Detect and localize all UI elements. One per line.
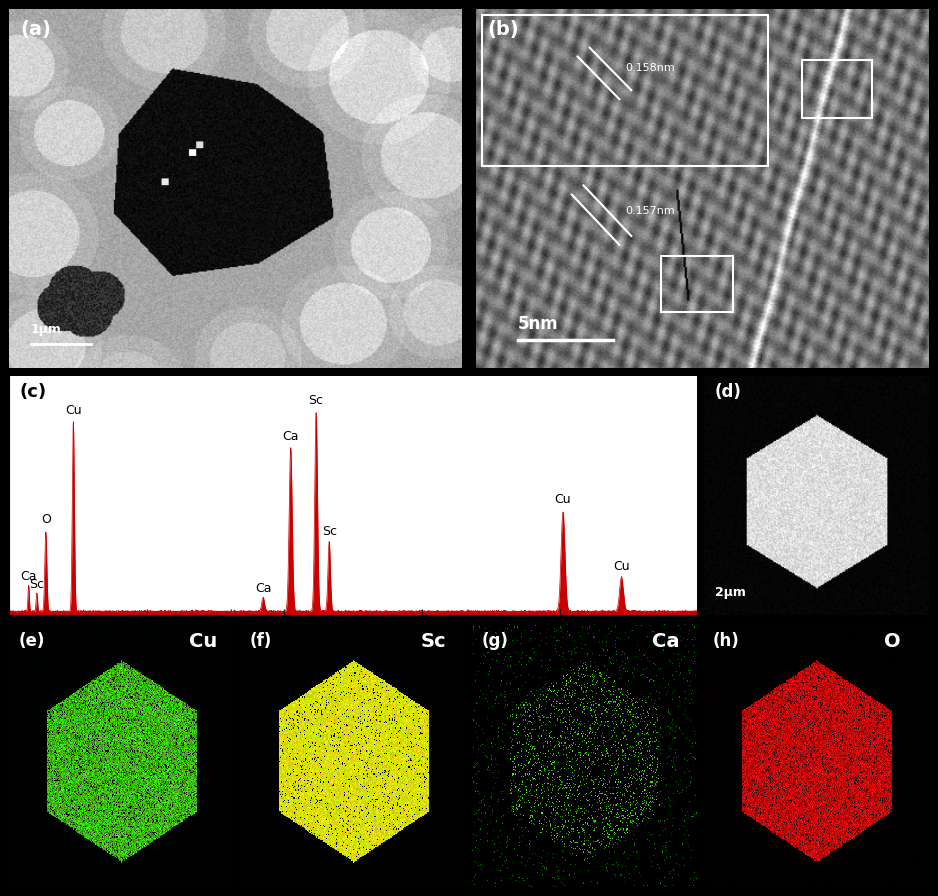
Text: (f): (f) — [250, 632, 272, 650]
Text: Sc: Sc — [420, 632, 446, 650]
Text: Cu: Cu — [554, 493, 571, 506]
Bar — [482, 15, 768, 167]
Text: Ca: Ca — [21, 570, 37, 583]
Text: 2μm: 2μm — [715, 586, 746, 599]
Text: Cu: Cu — [613, 560, 629, 573]
Text: 6: 6 — [418, 629, 426, 642]
Text: Ca: Ca — [255, 582, 271, 595]
Text: 1μm: 1μm — [30, 323, 61, 336]
Text: (g): (g) — [481, 632, 508, 650]
Text: Cu: Cu — [65, 404, 82, 417]
Text: 4: 4 — [280, 629, 288, 642]
Bar — [661, 256, 733, 312]
Text: O: O — [41, 513, 51, 526]
Text: (d): (d) — [715, 383, 742, 401]
Text: Ca: Ca — [282, 430, 299, 444]
Text: Cu: Cu — [189, 632, 218, 650]
Text: (c): (c) — [20, 383, 47, 401]
Text: Sc: Sc — [322, 525, 337, 538]
Text: 0.158nm: 0.158nm — [626, 63, 675, 73]
Text: 5nm: 5nm — [518, 315, 559, 333]
Text: Sc: Sc — [29, 578, 44, 591]
Text: Ca: Ca — [652, 632, 680, 650]
Y-axis label: Intensity(a.u.): Intensity(a.u.) — [0, 452, 1, 539]
Text: 0.157nm: 0.157nm — [626, 206, 675, 216]
Text: (a): (a) — [21, 20, 52, 39]
Text: O: O — [884, 632, 900, 650]
Text: (e): (e) — [19, 632, 45, 650]
Text: Sc: Sc — [309, 393, 324, 407]
Text: (h): (h) — [713, 632, 739, 650]
Text: (b): (b) — [487, 20, 519, 39]
X-axis label: Energy(keV): Energy(keV) — [315, 636, 391, 649]
Bar — [802, 60, 871, 118]
